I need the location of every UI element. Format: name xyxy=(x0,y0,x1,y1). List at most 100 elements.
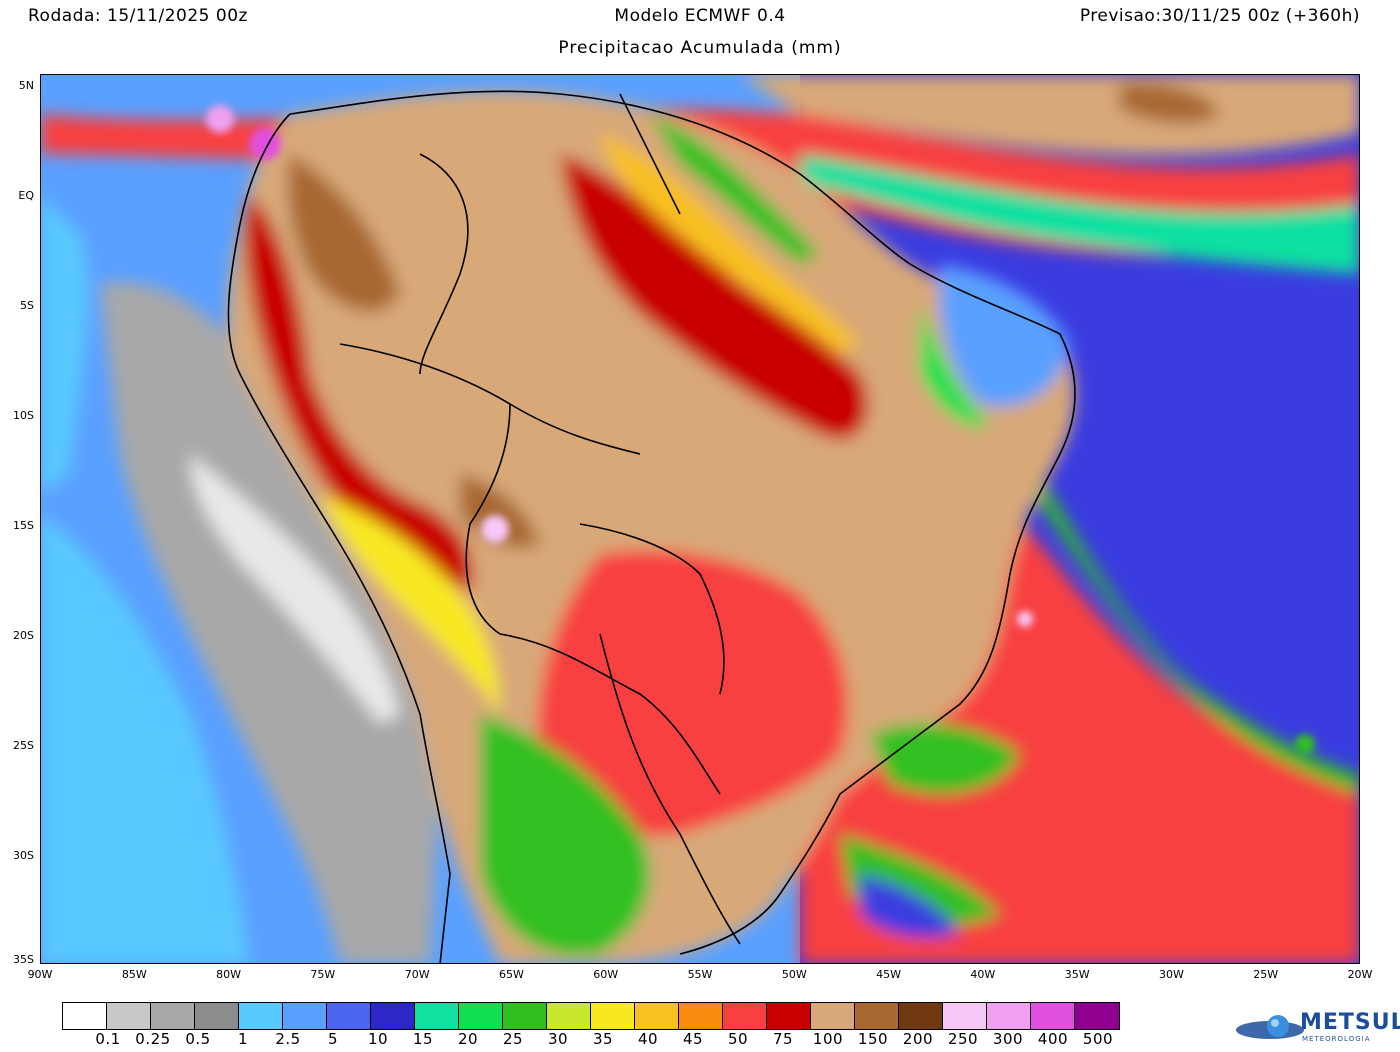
legend-tick: 300 xyxy=(992,1030,1024,1048)
map-subtitle: Precipitacao Acumulada (mm) xyxy=(558,38,842,58)
legend-swatch xyxy=(591,1003,635,1029)
legend-swatch xyxy=(987,1003,1031,1029)
lat-label: 25S xyxy=(13,739,34,752)
legend-swatch xyxy=(371,1003,415,1029)
lat-label: 5S xyxy=(20,299,34,312)
legend-tick: 250 xyxy=(947,1030,979,1048)
lat-label: 15S xyxy=(13,519,34,532)
atlantic-south-blue xyxy=(860,874,960,938)
amazon-rain-band xyxy=(560,154,868,440)
precipitation-map xyxy=(40,74,1360,964)
andes-yellow-band xyxy=(320,494,500,714)
pacific-light-zone-2 xyxy=(40,514,250,964)
legend-swatch xyxy=(899,1003,943,1029)
lon-label: 85W xyxy=(121,968,147,981)
legend-tick: 1 xyxy=(237,1030,249,1048)
legend-swatch xyxy=(1075,1003,1119,1029)
lon-label: 30W xyxy=(1158,968,1184,981)
legend-swatch xyxy=(195,1003,239,1029)
lon-label: 40W xyxy=(970,968,996,981)
atlantic-green-band xyxy=(800,154,1360,274)
legend-tick: 45 xyxy=(682,1030,704,1048)
legend-swatch xyxy=(723,1003,767,1029)
country-borders xyxy=(227,90,1076,964)
legend-tick: 2.5 xyxy=(275,1030,301,1048)
pacific-very-dry-zone xyxy=(190,454,400,724)
ne-blue-area xyxy=(939,264,1070,407)
legend-tick: 400 xyxy=(1037,1030,1069,1048)
legend-swatch xyxy=(679,1003,723,1029)
continent-land xyxy=(228,91,1075,964)
lat-label: 30S xyxy=(13,849,34,862)
lon-label: 50W xyxy=(781,968,807,981)
legend-tick: 10 xyxy=(367,1030,389,1048)
colombia-purple-spot xyxy=(249,128,281,160)
pacific-light-zone xyxy=(40,194,89,494)
nw-brown-area xyxy=(288,154,400,312)
legend-swatch xyxy=(63,1003,107,1029)
legend-tick: 30 xyxy=(547,1030,569,1048)
legend-tick: 75 xyxy=(772,1030,794,1048)
legend-tick: 150 xyxy=(857,1030,889,1048)
bolivia-pink-spot xyxy=(481,515,509,543)
legend-swatch xyxy=(459,1003,503,1029)
legend-swatch xyxy=(635,1003,679,1029)
legend-tick: 15 xyxy=(412,1030,434,1048)
central-rain-area xyxy=(537,550,848,836)
precipitation-legend-bar xyxy=(62,1002,1120,1030)
colombia-pink-spot xyxy=(206,105,234,133)
legend-swatch xyxy=(239,1003,283,1029)
legend-swatch xyxy=(855,1003,899,1029)
lon-label: 55W xyxy=(687,968,713,981)
lat-label: 35S xyxy=(13,953,34,966)
lon-label: 35W xyxy=(1064,968,1090,981)
north-green-band xyxy=(650,114,820,264)
brand-name: METSUL xyxy=(1300,1010,1400,1035)
model-name-label: Modelo ECMWF 0.4 xyxy=(614,6,786,26)
ne-green-rim xyxy=(920,304,990,427)
legend-tick: 0.1 xyxy=(95,1030,121,1048)
pacific-dry-zone xyxy=(100,282,440,964)
lat-label: EQ xyxy=(18,189,34,202)
legend-swatch xyxy=(283,1003,327,1029)
legend-swatch xyxy=(107,1003,151,1029)
legend-tick: 0.5 xyxy=(185,1030,211,1048)
lon-label: 65W xyxy=(498,968,524,981)
legend-tick: 40 xyxy=(637,1030,659,1048)
legend-swatch xyxy=(151,1003,195,1029)
legend-swatch xyxy=(767,1003,811,1029)
atlantic-south-green xyxy=(870,723,1020,794)
lon-label: 90W xyxy=(27,968,53,981)
lon-label: 70W xyxy=(404,968,430,981)
legend-tick: 100 xyxy=(812,1030,844,1048)
legend-tick: 5 xyxy=(327,1030,339,1048)
lon-label: 60W xyxy=(593,968,619,981)
legend-tick: 25 xyxy=(502,1030,524,1048)
legend-swatch xyxy=(1031,1003,1075,1029)
legend-tick: 35 xyxy=(592,1030,614,1048)
legend-tick: 50 xyxy=(727,1030,749,1048)
lat-label: 10S xyxy=(13,409,34,422)
metsul-logo-icon xyxy=(1236,1015,1304,1039)
legend-swatch xyxy=(547,1003,591,1029)
forecast-time-label: Previsao:30/11/25 00z (+360h) xyxy=(1079,6,1360,26)
legend-tick: 500 xyxy=(1082,1030,1114,1048)
se-brazil-pink-spot xyxy=(1017,611,1033,627)
legend-swatch xyxy=(503,1003,547,1029)
legend-tick: 200 xyxy=(902,1030,934,1048)
legend-swatch xyxy=(811,1003,855,1029)
north-darkbrown-spot xyxy=(1120,83,1220,124)
lon-label: 20W xyxy=(1347,968,1373,981)
legend-swatch xyxy=(415,1003,459,1029)
lon-label: 80W xyxy=(216,968,241,981)
legend-tick: 20 xyxy=(457,1030,479,1048)
legend-swatch xyxy=(943,1003,987,1029)
south-rain-area xyxy=(480,714,650,956)
legend-swatch xyxy=(327,1003,371,1029)
north-yellow-band xyxy=(600,134,860,354)
lon-label: 75W xyxy=(310,968,336,981)
brand-tagline: METEOROLOGIA xyxy=(1302,1035,1371,1043)
run-date-label: Rodada: 15/11/2025 00z xyxy=(28,6,248,26)
lat-label: 20S xyxy=(13,629,34,642)
atlantic-green-spot xyxy=(1295,734,1315,754)
